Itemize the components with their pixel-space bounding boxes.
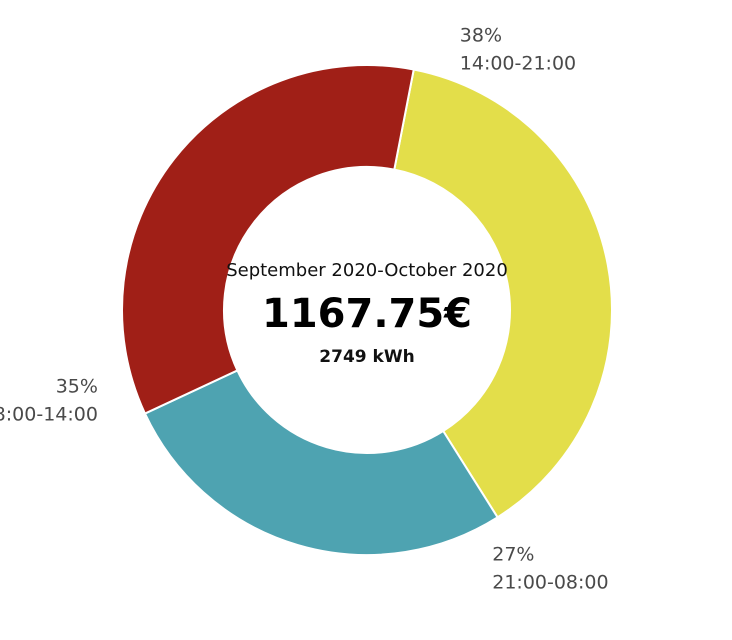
slices-group [121,64,613,556]
slice-percent: 27% [492,544,534,566]
slice-labels-group: 38% 14:00-21:00 27% 21:00-08:00 35% 08:00-14:… [0,25,609,594]
total-energy-value: 2749 kWh [319,347,414,367]
donut-slice-14:00-21:00[interactable] [393,68,613,519]
slice-period: 08:00-14:00 [0,404,98,426]
slice-period: 14:00-21:00 [460,53,576,75]
slice-label: 35% 08:00-14:00 [0,376,98,426]
total-cost-value: 1167.75€ [262,291,472,337]
slice-percent: 38% [460,25,502,47]
slice-percent: 35% [56,376,98,398]
donut-slice-21:00-08:00[interactable] [143,369,499,556]
slice-label: 38% 14:00-21:00 [460,25,576,75]
donut-slice-08:00-14:00[interactable] [121,64,415,415]
slice-label: 27% 21:00-08:00 [492,544,608,594]
slice-period: 21:00-08:00 [492,572,608,594]
period-label: September 2020-October 2020 [226,260,508,281]
